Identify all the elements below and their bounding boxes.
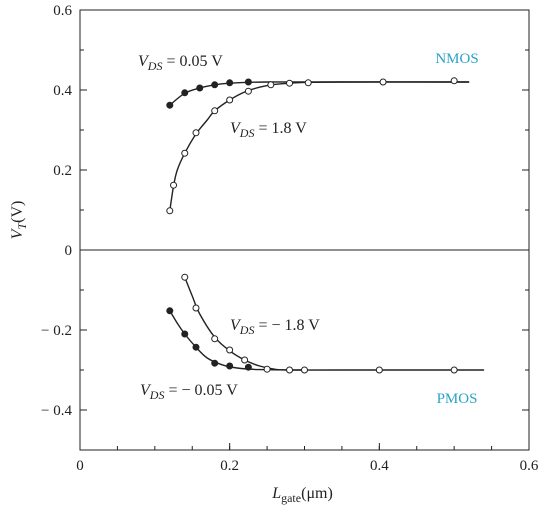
y-tick-label: 0.6 [53,3,72,19]
data-point-open [192,129,200,137]
y-axis-title-unit: (V) [9,201,26,223]
data-point-open [450,366,458,374]
data-point-filled [226,79,234,87]
y-axis-title: VT(V) [9,201,29,240]
data-point-open [379,78,387,86]
data-point-filled [181,89,189,97]
data-point-open [192,304,200,312]
data-point-open [267,81,275,89]
series-label-3: VDS = − 0.05 V [140,382,238,402]
series-label-v: V [140,382,152,399]
region-label-nmos: NMOS [435,51,478,67]
series-label-v: V [138,53,150,70]
data-point-open [241,356,249,364]
data-point-open [375,366,383,374]
data-point-filled [244,363,252,371]
series-label-2: VDS = − 1.8 V [230,317,320,337]
data-point-open [244,87,252,95]
x-axis-title: Lgate(μm) [271,485,333,505]
data-point-open [301,366,308,374]
y-tick-label: 0.4 [53,83,72,99]
series-label-sub: DS [149,388,165,402]
data-point-filled [166,101,174,109]
data-point-open [181,149,189,157]
data-point-open [304,79,312,87]
data-point-open [226,96,234,104]
data-point-open [263,365,271,373]
x-tick-label: 0.4 [370,458,389,474]
series-curves [169,81,485,371]
series-label-value: = 0.05 V [162,53,223,70]
data-point-filled [244,78,252,86]
x-axis-title-main: L [271,485,281,502]
y-axis-title-sub: T [15,222,29,230]
y-tick-label: 0.2 [53,163,72,179]
series-label-value: = − 0.05 V [164,382,238,399]
series-label-sub: DS [239,323,255,337]
series-label-value: = 1.8 V [254,120,307,137]
data-point-open [286,79,294,87]
series-label-0: VDS = 0.05 V [138,53,223,73]
y-tick-label: − 0.4 [41,403,72,419]
series-label-value: = − 1.8 V [254,317,320,334]
data-point-filled [196,84,204,92]
series-points [166,77,458,374]
axis-ticks [79,9,530,451]
data-point-filled [211,359,219,367]
data-point-open [450,77,458,85]
data-point-filled [192,343,200,351]
x-axis-title-sub: gate [281,491,301,505]
data-point-filled [211,81,219,89]
y-axis-title-main: V [9,227,26,239]
data-point-filled [166,307,174,315]
data-point-open [181,273,189,281]
series-label-1: VDS = 1.8 V [230,120,307,140]
data-point-filled [226,362,234,370]
data-point-open [211,107,219,115]
region-label-pmos: PMOS [437,391,478,407]
data-point-open [166,207,174,215]
data-point-open [211,335,219,343]
chart-labels: 0.6 0.4 0.2 0 − 0.2 − 0.4 0 0.2 0.4 0.6 Lgate(μm) V… [9,3,539,505]
series-label-v: V [230,120,242,137]
data-point-filled [181,330,189,338]
x-axis-title-unit: (μm) [301,485,333,502]
series-label-sub: DS [147,59,163,73]
series-curve-3 [169,310,305,371]
x-tick-label: 0 [76,458,84,474]
y-tick-label: − 0.2 [41,323,72,339]
series-curve-1 [169,81,470,211]
series-label-sub: DS [239,126,255,140]
series-label-v: V [230,317,242,334]
data-point-open [226,346,234,354]
data-point-open [170,181,178,189]
x-tick-label: 0.2 [220,458,239,474]
y-tick-label: 0 [65,243,73,259]
x-tick-label: 0.6 [520,458,539,474]
data-point-open [286,366,294,374]
